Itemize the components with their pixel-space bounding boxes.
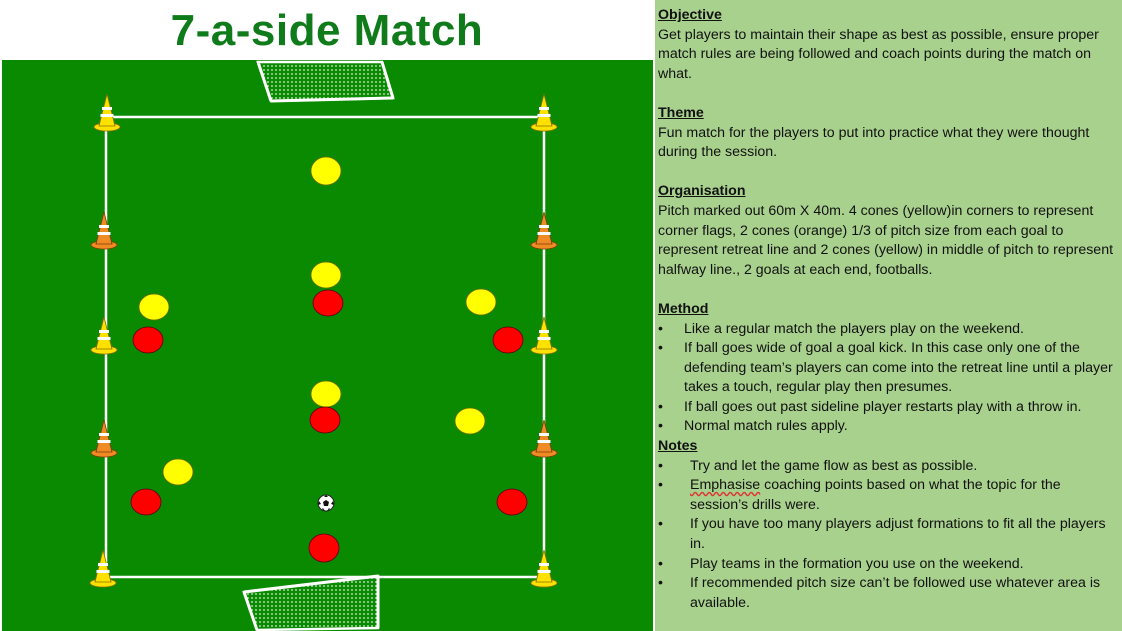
notes-list: • Try and let the game flow as best as po… xyxy=(658,457,1120,614)
player-red xyxy=(132,326,164,354)
goal-bottom-icon xyxy=(242,574,380,631)
player-yellow xyxy=(310,380,342,408)
bullet-icon: • xyxy=(658,575,663,592)
title-area: 7-a-side Match xyxy=(2,2,652,59)
bullet-icon: • xyxy=(658,418,663,435)
method-list: • Like a regular match the players play o… xyxy=(658,320,1120,438)
player-yellow xyxy=(310,156,342,186)
football-icon xyxy=(317,494,335,512)
player-red xyxy=(496,488,528,516)
cone-orange-icon xyxy=(90,419,118,458)
cone-yellow-icon xyxy=(530,549,558,588)
player-yellow xyxy=(310,261,342,289)
bullet-icon: • xyxy=(658,398,663,415)
cone-yellow-icon xyxy=(90,316,118,355)
bullet-icon: • xyxy=(658,320,663,337)
cone-orange-icon xyxy=(90,211,118,250)
method-item: • Like a regular match the players play o… xyxy=(658,320,1120,340)
goal-top-icon xyxy=(256,60,395,103)
cone-yellow-icon xyxy=(530,93,558,132)
notes-item: • Play teams in the formation you use on … xyxy=(658,555,1120,575)
notes-item: • Try and let the game flow as best as po… xyxy=(658,457,1120,477)
objective-heading: Objective xyxy=(658,7,722,23)
emphasise-word: Emphasise xyxy=(690,477,761,494)
method-item: • Normal match rules apply. xyxy=(658,417,1120,437)
organisation-heading: Organisation xyxy=(658,183,746,200)
objective-text: Get players to maintain their shape as b… xyxy=(658,26,1099,82)
player-red xyxy=(492,326,524,354)
player-yellow xyxy=(138,293,170,321)
notes-item: • Emphasise coaching points based on what… xyxy=(658,477,1061,513)
player-yellow xyxy=(162,458,194,486)
bullet-icon: • xyxy=(658,457,663,474)
player-red xyxy=(308,533,340,563)
cone-orange-icon xyxy=(530,211,558,250)
bullet-icon: • xyxy=(658,340,663,357)
bullet-icon: • xyxy=(658,516,663,533)
player-red xyxy=(130,488,162,516)
player-yellow xyxy=(465,288,497,316)
theme-text: Fun match for the players to put into pr… xyxy=(658,124,1090,161)
bullet-icon: • xyxy=(658,555,663,572)
page-title: 7-a-side Match xyxy=(170,6,484,55)
method-item: • If ball goes out past sideline player r… xyxy=(658,398,1120,418)
instructions-panel: Objective Get players to maintain their … xyxy=(655,0,1122,631)
cone-yellow-icon xyxy=(530,316,558,355)
notes-item: • If you have too many players adjust for… xyxy=(658,516,1106,553)
player-red xyxy=(309,406,341,434)
player-red xyxy=(312,289,344,317)
bullet-icon: • xyxy=(658,477,663,494)
theme-heading: Theme xyxy=(658,104,704,121)
player-yellow xyxy=(454,407,486,435)
method-item: • If ball goes wide of goal a goal kick. … xyxy=(658,340,1113,396)
cone-yellow-icon xyxy=(93,93,121,132)
organisation-text: Pitch marked out 60m X 40m. 4 cones (yel… xyxy=(658,202,1114,278)
notes-heading: Notes xyxy=(658,438,698,455)
notes-item: • If recommended pitch size can’t be foll… xyxy=(658,575,1101,611)
pitch-diagram xyxy=(2,60,653,631)
method-heading: Method xyxy=(658,300,709,317)
cone-orange-icon xyxy=(530,419,558,458)
cone-yellow-icon xyxy=(89,549,117,588)
